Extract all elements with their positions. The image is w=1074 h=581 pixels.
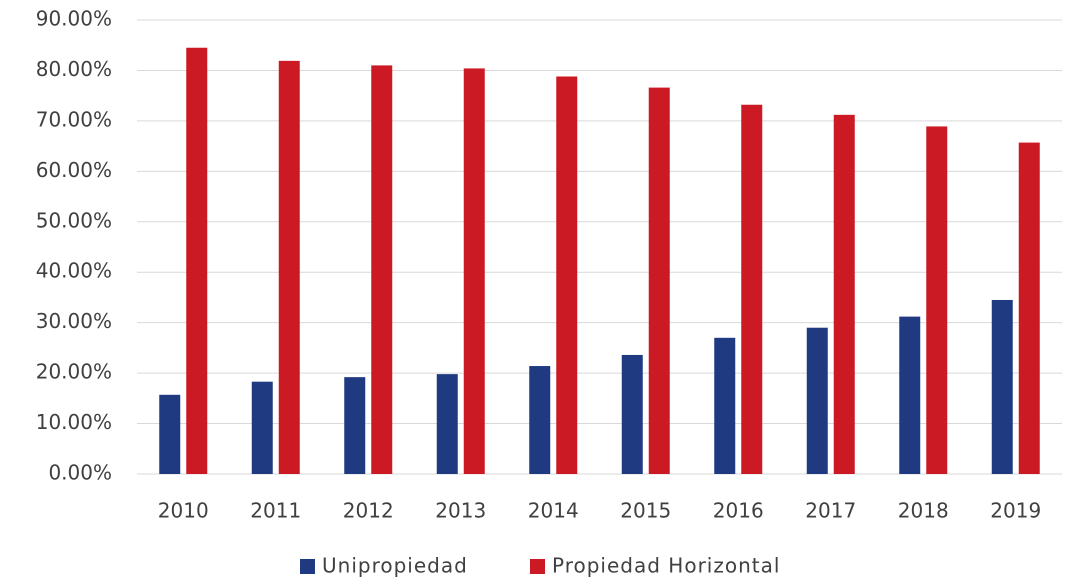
x-tick-label: 2015 (620, 499, 671, 523)
bar (714, 337, 736, 474)
x-tick-label: 2013 (435, 499, 486, 523)
bar (278, 60, 300, 475)
bar (991, 299, 1013, 474)
y-tick-label: 40.00% (36, 259, 112, 283)
y-tick-label: 50.00% (36, 208, 112, 232)
y-tick-label: 80.00% (36, 57, 112, 81)
y-tick-label: 10.00% (36, 410, 112, 434)
y-tick-label: 30.00% (36, 309, 112, 333)
y-tick-label: 70.00% (36, 107, 112, 131)
bar (371, 65, 393, 475)
y-tick-label: 0.00% (48, 461, 112, 485)
y-tick-label: 20.00% (36, 360, 112, 384)
bar (806, 327, 828, 474)
bar (251, 381, 273, 474)
bar (926, 126, 948, 474)
bar (833, 114, 855, 474)
bar (436, 374, 458, 474)
bar (621, 354, 643, 474)
legend-label: Unipropiedad (322, 554, 468, 578)
bar (463, 68, 485, 474)
bar (529, 366, 551, 474)
bar (1018, 142, 1040, 474)
bar (556, 76, 578, 475)
bar (648, 87, 670, 475)
x-tick-label: 2016 (713, 499, 764, 523)
bar (159, 394, 181, 474)
x-tick-label: 2018 (898, 499, 949, 523)
bar (899, 316, 921, 474)
x-tick-label: 2010 (158, 499, 209, 523)
legend-swatch (300, 559, 315, 574)
x-tick-label: 2017 (805, 499, 856, 523)
bar (741, 104, 763, 474)
y-tick-label: 90.00% (36, 7, 112, 31)
y-tick-label: 60.00% (36, 158, 112, 182)
x-tick-label: 2011 (250, 499, 301, 523)
legend-label: Propiedad Horizontal (552, 554, 780, 578)
legend-swatch (530, 559, 545, 574)
x-tick-label: 2014 (528, 499, 579, 523)
x-tick-label: 2012 (343, 499, 394, 523)
x-tick-label: 2019 (990, 499, 1041, 523)
bar (344, 377, 366, 474)
bar (186, 47, 208, 474)
